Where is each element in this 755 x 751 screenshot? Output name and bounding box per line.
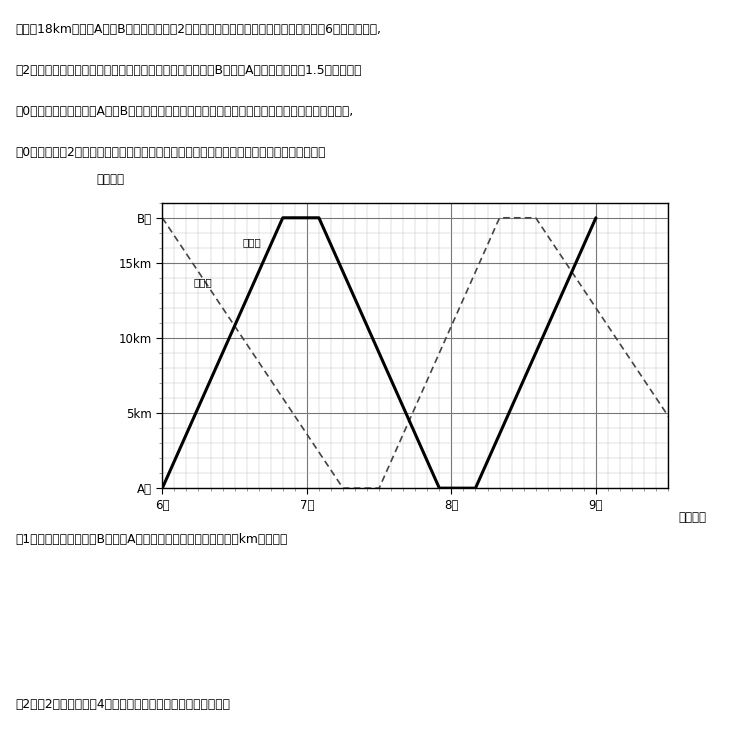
Text: （ア）: （ア） xyxy=(193,277,212,288)
Text: 2つの町を折り返して運転しています。（イ）のバスは，B町からA町へ向かうとき1.5倍の時間が: 2つの町を折り返して運転しています。（イ）のバスは，B町からA町へ向かうとき1.… xyxy=(15,64,362,77)
Text: （距離）: （距離） xyxy=(97,173,125,185)
Text: （2）　2台のバスが，4回目にすれ違うのは何時何分ですか。: （2） 2台のバスが，4回目にすれ違うのは何時何分ですか。 xyxy=(15,698,230,711)
Text: （イ）: （イ） xyxy=(242,237,261,247)
Text: 《３》18km離れたA町とB町があります。2台のバス（ア）と（イ）がそれぞれの町を6時に出発して,: 《３》18km離れたA町とB町があります。2台のバス（ア）と（イ）がそれぞれの町… xyxy=(15,23,381,35)
Text: （時間）: （時間） xyxy=(678,511,706,524)
Text: 0かかります。また，A町，B町での停車時間はどちらも１５分間となっています。次のグラフは,: 0かかります。また，A町，B町での停車時間はどちらも１５分間となっています。次の… xyxy=(15,105,353,118)
Text: （1）（イ）のバスが，B町からA町へ向かうときの速さは時速何kmですか。: （1）（イ）のバスが，B町からA町へ向かうときの速さは時速何kmですか。 xyxy=(15,533,288,546)
Text: 0そのとき，2台のバスの運行の様子を表しています。このとき，次の問いに答えなさい。: 0そのとき，2台のバスの運行の様子を表しています。このとき，次の問いに答えなさい… xyxy=(15,146,325,159)
